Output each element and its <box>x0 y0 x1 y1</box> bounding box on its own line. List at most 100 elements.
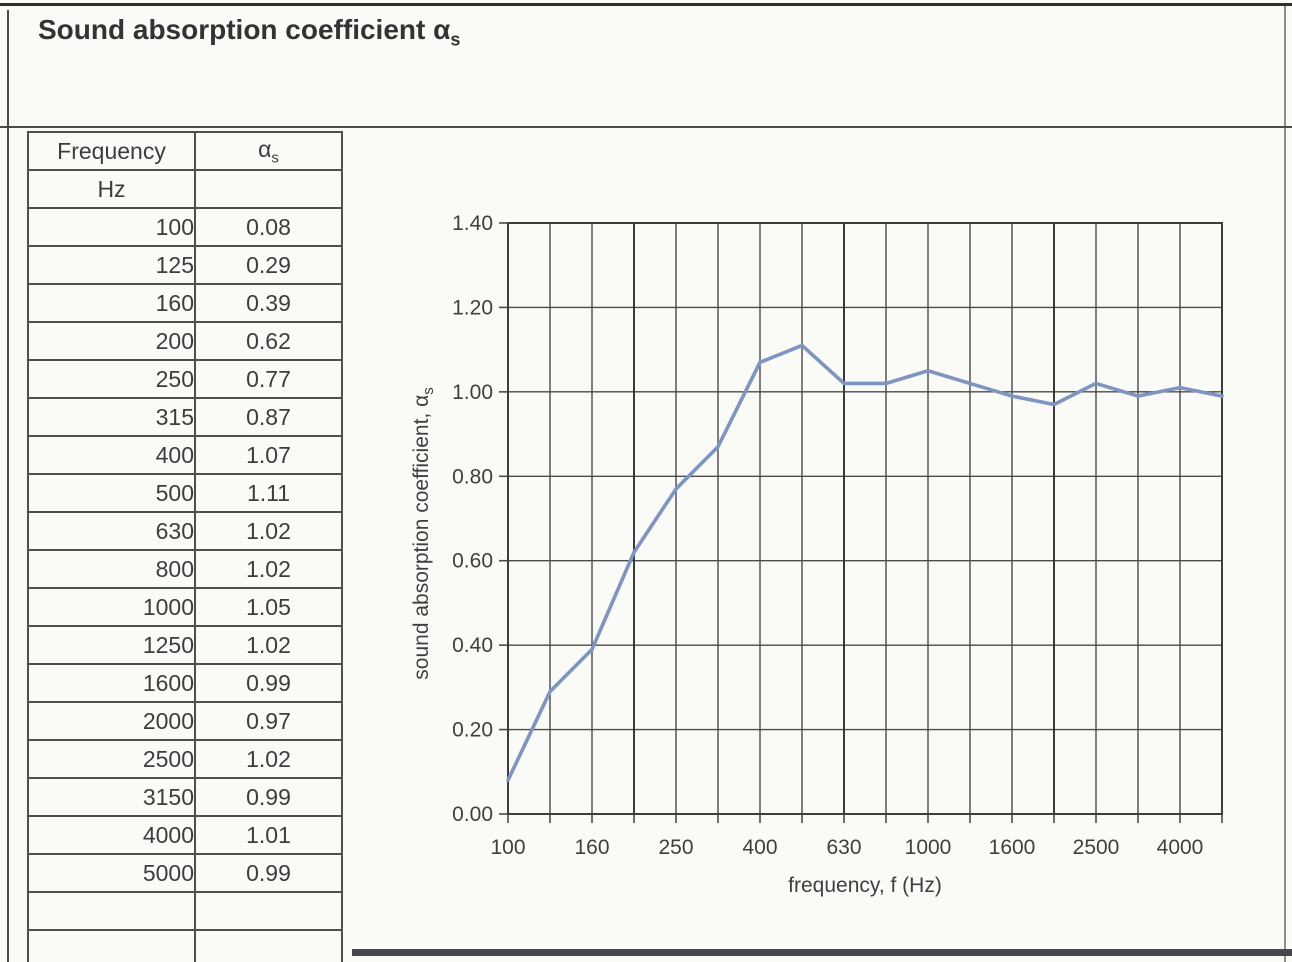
table-row-empty <box>27 929 343 962</box>
table-row: 400 1.07 <box>27 435 343 475</box>
alpha-cell: 1.02 <box>194 625 343 665</box>
table-row: 500 1.11 <box>27 473 343 513</box>
frequency-cell: 1250 <box>27 625 196 665</box>
table-row: 630 1.02 <box>27 511 343 551</box>
table-row: 2500 1.02 <box>27 739 343 779</box>
y-tick-label: 0.20 <box>452 719 493 742</box>
x-tick-label: 400 <box>742 836 777 859</box>
alpha-cell: 0.62 <box>194 321 343 361</box>
y-tick-label: 0.40 <box>452 634 493 657</box>
frequency-cell: 2000 <box>27 701 196 741</box>
alpha-cell: 1.02 <box>194 739 343 779</box>
frequency-cell: 630 <box>27 511 196 551</box>
alpha-cell: 1.02 <box>194 511 343 551</box>
section-divider-line <box>0 126 1292 128</box>
page-title: Sound absorption coefficient αs <box>38 14 460 51</box>
table-row-empty <box>27 891 343 931</box>
table-row: 1000 1.05 <box>27 587 343 627</box>
table-row: 125 0.29 <box>27 245 343 285</box>
alpha-header-symbol: α <box>258 135 272 162</box>
table-row: 315 0.87 <box>27 397 343 437</box>
y-tick-label: 1.00 <box>452 381 493 404</box>
frequency-cell: 3150 <box>27 777 196 817</box>
y-tick-label: 0.00 <box>452 803 493 826</box>
y-tick-label: 0.60 <box>452 550 493 573</box>
right-border-line <box>1284 6 1286 962</box>
alpha-column-header: αs <box>194 131 343 171</box>
frequency-cell: 1600 <box>27 663 196 703</box>
frequency-cell: 500 <box>27 473 196 513</box>
y-axis-title-subscript: s <box>420 387 437 395</box>
absorption-data-line <box>506 343 1224 783</box>
plot-border <box>507 222 1223 815</box>
frequency-cell: 125 <box>27 245 196 285</box>
page-title-text: Sound absorption coefficient <box>38 14 434 45</box>
x-tick-label: 4000 <box>1157 836 1204 859</box>
table-unit-row: Hz <box>27 169 343 209</box>
alpha-cell: 0.99 <box>194 777 343 817</box>
table-row: 2000 0.97 <box>27 701 343 741</box>
frequency-cell: 2500 <box>27 739 196 779</box>
alpha-cell: 1.05 <box>194 587 343 627</box>
alpha-cell: 0.87 <box>194 397 343 437</box>
frequency-cell: 400 <box>27 435 196 475</box>
frequency-cell: 250 <box>27 359 196 399</box>
frequency-column-header: Frequency <box>27 131 196 171</box>
x-tick-label: 1600 <box>989 836 1036 859</box>
x-tick-label: 160 <box>574 836 609 859</box>
empty-cell <box>194 929 343 962</box>
frequency-cell: 100 <box>27 207 196 247</box>
table-row: 800 1.02 <box>27 549 343 589</box>
frequency-cell: 800 <box>27 549 196 589</box>
frequency-cell: 4000 <box>27 815 196 855</box>
empty-cell <box>27 891 196 931</box>
table-header-row: Frequency αs <box>27 131 343 171</box>
alpha-cell: 0.97 <box>194 701 343 741</box>
table-row: 3150 0.99 <box>27 777 343 817</box>
left-border-line <box>7 10 9 962</box>
x-tick-label: 250 <box>658 836 693 859</box>
alpha-subscript: s <box>450 29 461 50</box>
frequency-cell: 315 <box>27 397 196 437</box>
top-border-line <box>0 3 1292 6</box>
y-tick-label: 1.40 <box>452 212 493 235</box>
table-row: 4000 1.01 <box>27 815 343 855</box>
alpha-cell: 0.99 <box>194 853 343 893</box>
frequency-cell: 1000 <box>27 587 196 627</box>
table-row: 100 0.08 <box>27 207 343 247</box>
frequency-cell: 160 <box>27 283 196 323</box>
table-row: 1600 0.99 <box>27 663 343 703</box>
alpha-cell: 0.39 <box>194 283 343 323</box>
alpha-cell: 0.08 <box>194 207 343 247</box>
y-axis-title: sound absorption coefficient, αs <box>410 387 437 679</box>
alpha-cell: 0.77 <box>194 359 343 399</box>
table-row: 250 0.77 <box>27 359 343 399</box>
frequency-cell: 5000 <box>27 853 196 893</box>
alpha-cell: 0.99 <box>194 663 343 703</box>
table-row: 1250 1.02 <box>27 625 343 665</box>
alpha-cell: 1.07 <box>194 435 343 475</box>
x-tick-label: 1000 <box>905 836 952 859</box>
x-tick-label: 100 <box>490 836 525 859</box>
frequency-cell: 200 <box>27 321 196 361</box>
x-tick-label: 2500 <box>1073 836 1120 859</box>
alpha-cell: 1.02 <box>194 549 343 589</box>
alpha-cell: 0.29 <box>194 245 343 285</box>
y-tick-label: 0.80 <box>452 465 493 488</box>
unit-cell: Hz <box>27 169 196 209</box>
table-row: 200 0.62 <box>27 321 343 361</box>
x-tick-label: 630 <box>826 836 861 859</box>
absorption-chart: 0.00 0.20 0.40 0.60 0.80 1.00 1.20 1.40 100 160 25… <box>410 212 1224 897</box>
alpha-symbol: α <box>433 14 451 45</box>
table-row: 5000 0.99 <box>27 853 343 893</box>
empty-cell <box>194 891 343 931</box>
x-axis-title: frequency, f (Hz) <box>788 874 942 897</box>
table-row: 160 0.39 <box>27 283 343 323</box>
alpha-header-subscript: s <box>271 149 279 167</box>
y-tick-label: 1.20 <box>452 296 493 319</box>
alpha-cell: 1.11 <box>194 473 343 513</box>
empty-cell <box>27 929 196 962</box>
bottom-edge-line <box>352 949 1292 956</box>
absorption-table: Frequency αs Hz 100 0.08 125 0.29 160 0.39 200… <box>27 131 343 962</box>
